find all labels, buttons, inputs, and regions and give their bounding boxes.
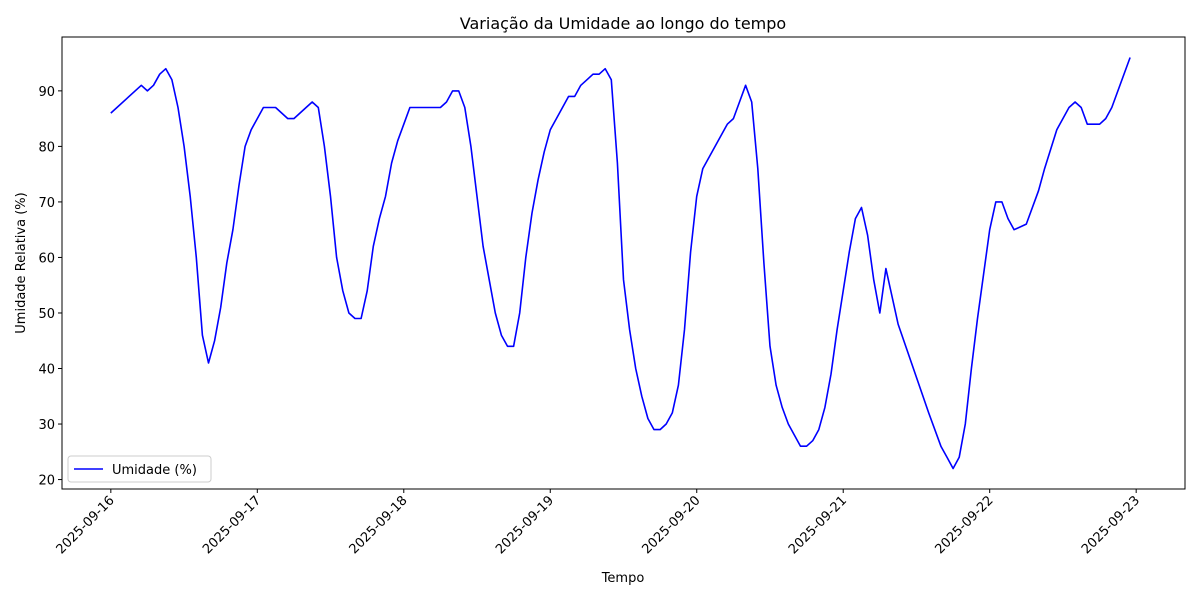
series-line-umidade: [110, 57, 1131, 470]
y-tick-label: 20: [38, 474, 55, 489]
y-tick-label: 50: [38, 307, 55, 322]
plot-frame: [61, 36, 1186, 490]
y-tick-label: 60: [38, 251, 55, 266]
series-group: [110, 57, 1131, 470]
y-tick-label: 80: [38, 140, 55, 155]
y-axis-title: Umidade Relativa (%): [14, 192, 29, 333]
y-tick-label: 40: [38, 363, 55, 378]
x-axis-title: Tempo: [601, 571, 645, 586]
y-tick-label: 90: [38, 85, 55, 100]
legend: Umidade (%): [67, 455, 212, 483]
legend-box: [67, 455, 212, 483]
y-tick-label: 70: [38, 196, 55, 211]
legend-label: Umidade (%): [112, 463, 197, 478]
y-axis: 20 30 40 50 60 70 80 90: [38, 85, 62, 489]
chart-title: Variação da Umidade ao longo do tempo: [460, 14, 786, 33]
y-tick-label: 30: [38, 418, 55, 433]
